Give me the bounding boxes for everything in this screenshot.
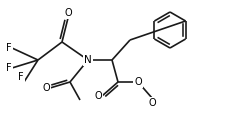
Text: N: N bbox=[84, 55, 92, 65]
Text: O: O bbox=[64, 8, 72, 18]
Text: F: F bbox=[6, 63, 12, 73]
Text: O: O bbox=[42, 83, 50, 93]
Text: F: F bbox=[6, 43, 12, 53]
Text: F: F bbox=[18, 72, 24, 82]
Text: O: O bbox=[134, 77, 142, 87]
Text: O: O bbox=[148, 98, 156, 108]
Text: O: O bbox=[94, 91, 102, 101]
